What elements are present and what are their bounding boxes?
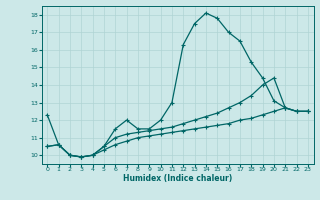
X-axis label: Humidex (Indice chaleur): Humidex (Indice chaleur): [123, 174, 232, 183]
